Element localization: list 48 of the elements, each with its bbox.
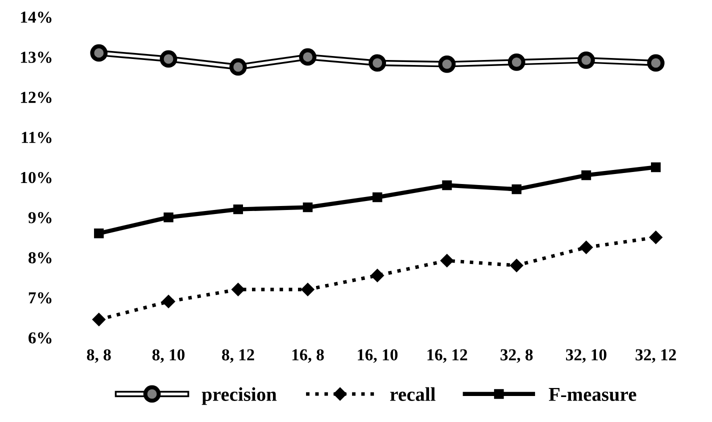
point xyxy=(232,282,245,296)
y-tick-label: 8% xyxy=(28,252,52,264)
legend-label: precision xyxy=(202,387,277,405)
point xyxy=(90,44,108,62)
point xyxy=(442,180,452,190)
y-tick-label: 12% xyxy=(20,92,52,104)
point xyxy=(301,282,314,296)
legend-label: recall xyxy=(390,387,436,401)
point xyxy=(92,312,106,326)
point xyxy=(580,240,593,254)
x-tick-label: 16, 8 xyxy=(292,349,324,363)
point xyxy=(372,192,382,202)
legend-label: F-measure xyxy=(548,388,636,402)
x-tick-label: 8, 10 xyxy=(152,349,185,363)
point xyxy=(368,54,386,72)
point xyxy=(164,212,174,222)
x-tick-label: 32, 10 xyxy=(566,349,606,363)
y-tick-label: 14% xyxy=(20,12,52,23)
point xyxy=(160,50,178,68)
x-tick-label: 32, 12 xyxy=(636,349,676,363)
x-tick-label: 32, 8 xyxy=(500,349,533,363)
y-tick-label: 7% xyxy=(28,292,52,304)
point xyxy=(508,54,526,71)
point xyxy=(302,202,313,212)
y-tick-label: 13% xyxy=(20,52,52,63)
point xyxy=(233,204,243,214)
point xyxy=(512,184,522,194)
x-tick-label: 16, 10 xyxy=(358,349,398,363)
point xyxy=(581,170,592,180)
x-tick-label: 8, 8 xyxy=(86,349,111,363)
y-tick-label: 9% xyxy=(28,212,52,224)
point xyxy=(510,258,524,272)
x-tick-label: 8, 12 xyxy=(222,349,254,363)
point xyxy=(438,56,456,73)
point xyxy=(370,268,384,282)
y-tick-label: 6% xyxy=(28,332,52,344)
point xyxy=(299,48,316,66)
point xyxy=(649,230,662,244)
point xyxy=(94,228,104,238)
point xyxy=(650,162,661,172)
point xyxy=(229,58,247,76)
y-tick-label: 10% xyxy=(20,172,52,184)
point xyxy=(578,51,595,69)
point xyxy=(440,254,454,268)
x-tick-label: 16, 12 xyxy=(427,349,468,363)
point xyxy=(162,294,176,308)
point xyxy=(647,54,665,72)
y-tick-label: 11% xyxy=(22,132,52,144)
